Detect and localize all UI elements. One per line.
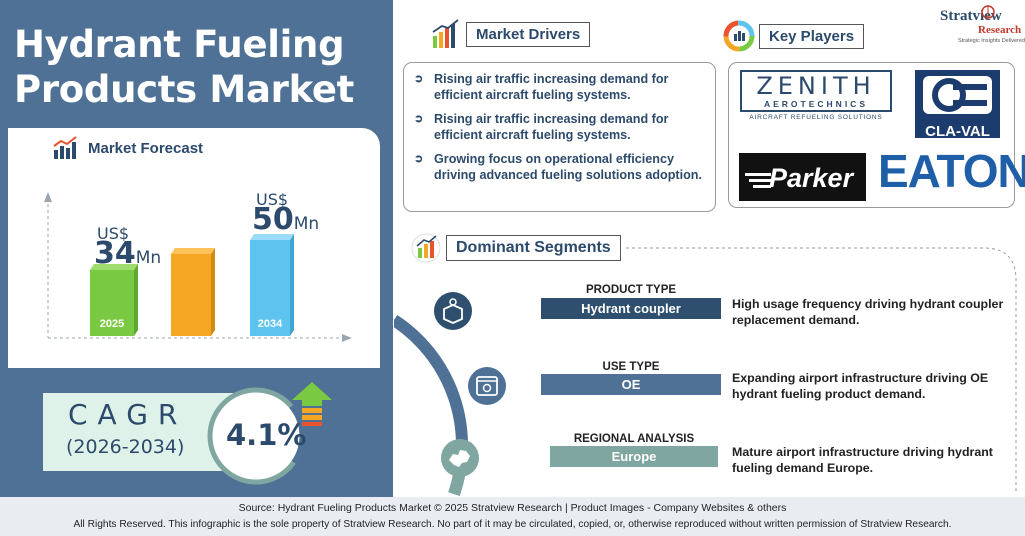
footer: Source: Hydrant Fueling Products Market …: [0, 497, 1025, 536]
zenith-logo: ZENITH AEROTECHNICS AIRCRAFT REFUELING S…: [740, 70, 892, 124]
europe-map-icon: [441, 439, 479, 477]
segment-value-2: OE: [541, 374, 721, 395]
drivers-title: Market Drivers: [466, 21, 591, 47]
segment-category-2: USE TYPE: [602, 361, 660, 373]
bullet-arrow-icon: ➲: [414, 153, 424, 165]
zenith-tag: AIRCRAFT REFUELING SOLUTIONS: [749, 114, 883, 121]
chart-icon: [53, 136, 77, 159]
claval-logo: CLA-VAL: [915, 70, 1000, 140]
bar-2034-label: US$: [256, 190, 288, 209]
footer-rights: All Rights Reserved. This infographic is…: [73, 519, 952, 530]
parker-bars-icon: [745, 173, 771, 188]
segment-value-1: Hydrant coupler: [541, 298, 721, 319]
bar-2025-unit: Mn: [135, 248, 162, 268]
bar-2025-amount: 34Mn: [94, 236, 161, 271]
bar-mid: [171, 254, 211, 336]
driver-item-3: ➲ Growing focus on operational efficienc…: [414, 151, 714, 183]
bullet-arrow-icon: ➲: [414, 113, 424, 125]
bar-2034-value: 50: [252, 202, 294, 237]
product-box-icon: [434, 292, 472, 330]
bar-2025-top: [90, 264, 138, 270]
driver-text-2: Rising air traffic increasing demand for…: [434, 112, 669, 142]
bar-2025-side: [134, 264, 138, 336]
eaton-logo: EATON: [878, 145, 1025, 197]
cagr-label: CAGR: [68, 398, 188, 431]
segment-desc-3: Mature airport infrastructure driving hy…: [732, 445, 993, 475]
brand-name: Stratview: [940, 8, 1002, 24]
bar-2034-currency: US$: [256, 190, 289, 209]
players-pie-icon: [723, 20, 755, 52]
driver-item-2: ➲ Rising air traffic increasing demand f…: [414, 111, 714, 143]
segments-title: Dominant Segments: [446, 235, 621, 261]
page-title: Hydrant Fueling Products Market: [14, 22, 384, 112]
bar-2034-unit: Mn: [293, 214, 320, 234]
segment-desc-2: Expanding airport infrastructure driving…: [732, 371, 989, 401]
bar-2034-year: 2034: [257, 318, 283, 330]
bar-mid-side: [211, 248, 215, 336]
x-axis-arrow: [342, 334, 352, 342]
bar-2034-side: [290, 234, 294, 336]
y-axis-arrow: [44, 192, 52, 202]
bar-2025-year: 2025: [99, 318, 125, 330]
drivers-header: Market Drivers: [430, 18, 591, 50]
bar-2025-value: 34: [94, 236, 136, 271]
cagr-period: (2026-2034): [66, 436, 185, 458]
cagr-ring: [207, 382, 332, 485]
bar-2034: [250, 240, 290, 336]
brand-tagline: Strategic Insights Delivered: [958, 38, 1025, 44]
zenith-sub: AEROTECHNICS: [763, 99, 868, 109]
parker-name: Parker: [769, 163, 854, 193]
players-header: Key Players: [723, 20, 865, 52]
forecast-title: Market Forecast: [88, 139, 204, 157]
segments-chart-icon: [411, 233, 441, 263]
zenith-name: ZENITH: [756, 72, 876, 100]
bullet-arrow-icon: ➲: [414, 73, 424, 85]
footer-source: Source: Hydrant Fueling Products Market …: [238, 502, 787, 514]
segment-category-3: REGIONAL ANALYSIS: [573, 433, 695, 445]
segment-desc-1: High usage frequency driving hydrant cou…: [732, 297, 1004, 327]
driver-item-1: ➲ Rising air traffic increasing demand f…: [414, 71, 714, 103]
driver-text-3: Growing focus on operational efficiency …: [434, 152, 702, 182]
title-line-2: Products Market: [14, 68, 355, 111]
claval-mark-icon: [923, 76, 992, 114]
bar-2034-amount: 50Mn: [252, 202, 319, 237]
parker-logo: Parker: [739, 153, 866, 201]
drivers-box: [403, 62, 716, 212]
segments-header: Dominant Segments: [410, 232, 621, 264]
growth-chart-icon: [432, 19, 459, 48]
bar-mid-top: [171, 248, 215, 254]
driver-text-1: Rising air traffic increasing demand for…: [434, 72, 669, 102]
bar-2034-top: [250, 234, 294, 240]
segment-value-3: Europe: [550, 446, 718, 467]
brand-globe-icon: [981, 5, 995, 19]
bar-2025-label: US$: [97, 224, 129, 243]
cagr-box: [43, 393, 233, 471]
brand-name-2: Research: [978, 24, 1022, 36]
players-title: Key Players: [759, 23, 865, 49]
forecast-header: Market Forecast: [52, 136, 203, 160]
claval-name: CLA-VAL: [925, 123, 990, 140]
cagr-value: 4.1%: [226, 418, 307, 452]
bar-2025-currency: US$: [97, 224, 130, 243]
bar-2025: [90, 270, 134, 336]
stratview-logo: Stratview Research Strategic Insights De…: [930, 4, 1025, 54]
settings-window-icon: [468, 367, 506, 405]
title-line-1: Hydrant Fueling: [14, 23, 345, 66]
segment-category-1: PRODUCT TYPE: [585, 284, 677, 296]
forecast-chart: [44, 192, 352, 342]
up-arrow-icon: [292, 382, 332, 426]
